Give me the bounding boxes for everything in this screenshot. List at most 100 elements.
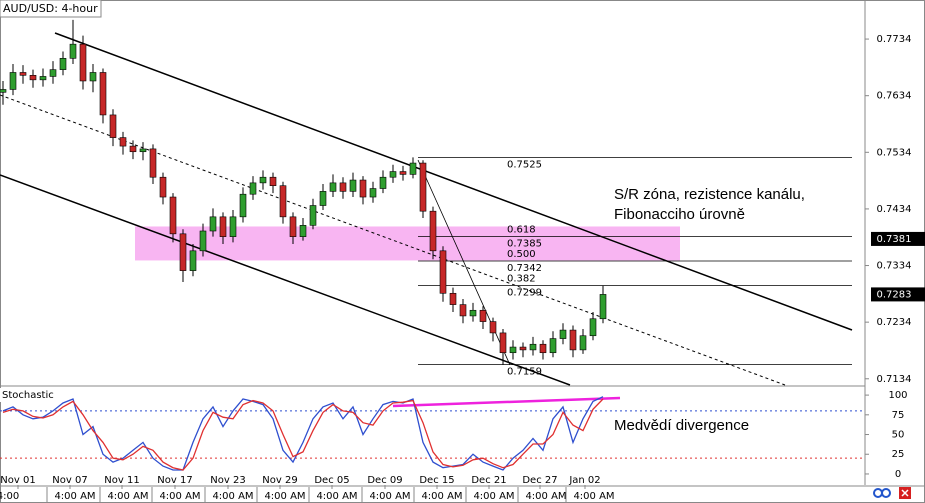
candle-body bbox=[339, 182, 347, 192]
fib-ratio-label: 0.500 bbox=[507, 249, 536, 260]
stoch-line bbox=[2, 396, 604, 471]
candle-body bbox=[399, 171, 407, 175]
candle-body bbox=[579, 335, 587, 351]
candle-body bbox=[69, 43, 77, 59]
candle-body bbox=[439, 250, 447, 294]
candle-body bbox=[49, 69, 57, 77]
fib-price-label: 0.7342 bbox=[507, 263, 542, 274]
candle-body bbox=[219, 216, 227, 237]
channel-middle bbox=[0, 94, 786, 386]
x-tick-label: 4:00 AM bbox=[212, 491, 253, 502]
y-tick-label: 0.7334 bbox=[877, 261, 912, 272]
x-tick-label: Jan 02 bbox=[568, 475, 600, 486]
y-tick-label: 0.7134 bbox=[877, 374, 912, 385]
candle-body bbox=[169, 196, 177, 235]
candle-body bbox=[529, 343, 537, 351]
stoch-title: Stochastic bbox=[2, 390, 54, 401]
candle-body bbox=[249, 182, 257, 195]
candle-body bbox=[19, 72, 27, 76]
price-badge bbox=[871, 231, 925, 246]
candle-body bbox=[429, 210, 437, 252]
candle-body bbox=[59, 58, 67, 70]
candle-body bbox=[449, 292, 457, 305]
y-tick-label: 0.7534 bbox=[877, 147, 912, 158]
candle-body bbox=[139, 148, 147, 153]
candle-body bbox=[79, 43, 87, 82]
candle-body bbox=[599, 294, 607, 320]
candle-body bbox=[39, 76, 47, 81]
y-tick-label: 100 bbox=[888, 390, 907, 401]
price-badge bbox=[871, 287, 925, 302]
x-tick-label: Dec 21 bbox=[471, 475, 506, 486]
x-tick-label: 4:00 AM bbox=[369, 491, 410, 502]
candle-body bbox=[359, 179, 367, 198]
divergence-line bbox=[392, 396, 621, 408]
candle-body bbox=[109, 114, 117, 138]
x-tick-label: Nov 11 bbox=[104, 475, 139, 486]
x-tick-label: Nov 17 bbox=[157, 475, 192, 486]
fib-price-label: 0.7159 bbox=[507, 367, 542, 378]
candle-body bbox=[239, 193, 247, 218]
candle-body bbox=[309, 205, 317, 226]
fib-price-label: 0.7525 bbox=[507, 159, 542, 170]
candle-body bbox=[29, 75, 37, 81]
fib-price-label: 0.7385 bbox=[507, 239, 542, 250]
x-tick-label: 4:00 AM bbox=[54, 491, 95, 502]
candle-body bbox=[489, 321, 497, 334]
x-tick-label: Nov 23 bbox=[210, 475, 245, 486]
candle-body bbox=[149, 148, 157, 178]
x-tick-label: 4:00 bbox=[0, 491, 19, 502]
candle-body bbox=[319, 191, 327, 206]
annotation: Medvědí divergence bbox=[614, 417, 749, 434]
candle-body bbox=[99, 72, 107, 116]
candle-body bbox=[199, 230, 207, 252]
candle-body bbox=[299, 225, 307, 237]
channel-bottom bbox=[0, 174, 571, 386]
x-tick-label: 4:00 AM bbox=[159, 491, 200, 502]
y-tick-label: 25 bbox=[892, 449, 905, 460]
candle-body bbox=[129, 145, 137, 153]
y-tick-label: 0.7234 bbox=[877, 317, 912, 328]
y-tick-label: 0 bbox=[895, 469, 901, 480]
y-tick-label: 75 bbox=[892, 410, 905, 421]
x-tick-label: 4:00 AM bbox=[573, 491, 614, 502]
candle-body bbox=[159, 176, 167, 198]
candle-body bbox=[559, 329, 567, 339]
title-box bbox=[0, 0, 102, 18]
y-tick-label: 0.7734 bbox=[877, 34, 912, 45]
annotation: S/R zóna, rezistence kanálu, bbox=[614, 186, 805, 203]
channel-top bbox=[54, 32, 853, 331]
price-badge-label: 0.7381 bbox=[877, 234, 912, 245]
candle-body bbox=[469, 309, 477, 317]
x-tick-label: 4:00 AM bbox=[316, 491, 357, 502]
fib-ratio-label: 0.618 bbox=[507, 225, 536, 236]
candle-body bbox=[549, 338, 557, 354]
annotation: Fibonacciho úrovně bbox=[614, 206, 745, 223]
candle-body bbox=[329, 182, 337, 192]
x-tick-label: Nov 29 bbox=[262, 475, 297, 486]
x-tick-label: Dec 09 bbox=[367, 475, 402, 486]
stoch-title-box bbox=[0, 388, 57, 402]
candle-body bbox=[259, 176, 267, 184]
stoch-line bbox=[2, 398, 604, 471]
x-tick-label: Nov 01 bbox=[0, 475, 35, 486]
candle-body bbox=[419, 162, 427, 212]
candle-body bbox=[0, 89, 7, 93]
x-tick-label: Nov 07 bbox=[52, 475, 87, 486]
candle-body bbox=[409, 162, 417, 175]
fib-ratio-label: 0.382 bbox=[507, 273, 536, 284]
candle-body bbox=[289, 216, 297, 237]
fib-price-label: 0.7299 bbox=[507, 287, 542, 298]
x-tick-label: 4:00 AM bbox=[473, 491, 514, 502]
candle-body bbox=[229, 216, 237, 237]
candle-body bbox=[519, 346, 527, 351]
candle-body bbox=[369, 188, 377, 198]
candle-body bbox=[589, 318, 597, 337]
candle-body bbox=[349, 179, 357, 192]
chart-title: AUD/USD: 4-hour bbox=[3, 2, 98, 15]
candle-body bbox=[119, 137, 127, 147]
x-tick-label: 4:00 AM bbox=[421, 491, 462, 502]
x-tick-label: Dec 27 bbox=[522, 475, 557, 486]
candle-body bbox=[279, 185, 287, 218]
